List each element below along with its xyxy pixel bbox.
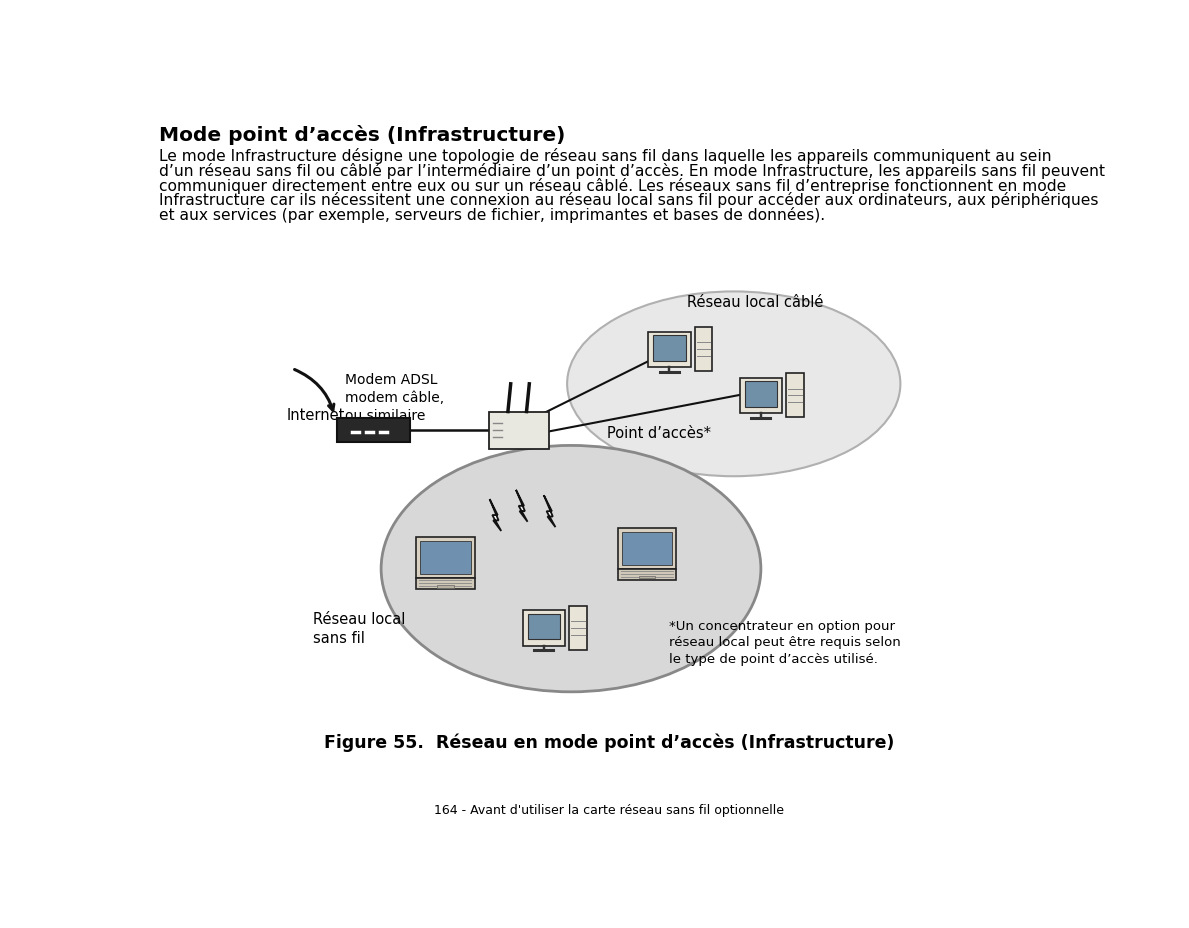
Polygon shape [543, 496, 555, 527]
Text: Modem ADSL
modem câble,
ou similaire: Modem ADSL modem câble, ou similaire [346, 373, 445, 422]
FancyBboxPatch shape [622, 533, 672, 565]
FancyBboxPatch shape [617, 569, 677, 580]
Text: Réseau local câblé: Réseau local câblé [687, 294, 824, 310]
Ellipse shape [567, 292, 900, 477]
FancyBboxPatch shape [528, 614, 560, 639]
Text: Réseau local
sans fil: Réseau local sans fil [313, 612, 405, 645]
FancyBboxPatch shape [786, 374, 804, 418]
Text: d’un réseau sans fil ou câblé par l’intermédiaire d’un point d’accès. En mode In: d’un réseau sans fil ou câblé par l’inte… [159, 163, 1106, 179]
FancyBboxPatch shape [336, 419, 410, 442]
FancyBboxPatch shape [438, 586, 453, 588]
FancyBboxPatch shape [523, 611, 565, 646]
FancyBboxPatch shape [617, 529, 677, 569]
Text: et aux services (par exemple, serveurs de fichier, imprimantes et bases de donné: et aux services (par exemple, serveurs d… [159, 207, 825, 223]
Text: 164 - Avant d'utiliser la carte réseau sans fil optionnelle: 164 - Avant d'utiliser la carte réseau s… [434, 804, 784, 817]
Polygon shape [516, 490, 528, 522]
FancyBboxPatch shape [570, 606, 587, 651]
Ellipse shape [382, 446, 761, 692]
FancyBboxPatch shape [694, 328, 712, 372]
FancyBboxPatch shape [653, 336, 686, 361]
Text: Internet: Internet [287, 407, 345, 422]
FancyBboxPatch shape [638, 576, 655, 579]
FancyBboxPatch shape [648, 332, 691, 367]
Text: Mode point d’accès (Infrastructure): Mode point d’accès (Infrastructure) [159, 125, 566, 145]
FancyBboxPatch shape [416, 578, 474, 589]
Text: Le mode Infrastructure désigne une topologie de réseau sans fil dans laquelle le: Le mode Infrastructure désigne une topol… [159, 148, 1052, 164]
FancyBboxPatch shape [420, 542, 471, 574]
FancyBboxPatch shape [740, 379, 782, 414]
FancyBboxPatch shape [416, 538, 474, 578]
Text: Point d’accès*: Point d’accès* [608, 425, 711, 441]
Text: communiquer directement entre eux ou sur un réseau câblé. Les réseaux sans fil d: communiquer directement entre eux ou sur… [159, 177, 1067, 194]
Polygon shape [490, 499, 502, 532]
Text: Infrastructure car ils nécessitent une connexion au réseau local sans fil pour a: Infrastructure car ils nécessitent une c… [159, 192, 1099, 208]
Text: Figure 55.  Réseau en mode point d’accès (Infrastructure): Figure 55. Réseau en mode point d’accès … [323, 733, 894, 752]
Text: *Un concentrateur en option pour
réseau local peut être requis selon
le type de : *Un concentrateur en option pour réseau … [669, 619, 901, 665]
FancyBboxPatch shape [744, 381, 778, 407]
FancyBboxPatch shape [489, 412, 549, 449]
